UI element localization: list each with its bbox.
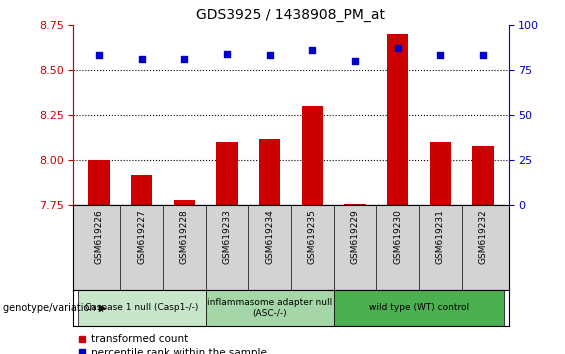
Bar [259, 138, 280, 205]
Bar [88, 160, 110, 205]
Bar [216, 142, 238, 205]
Bar [429, 142, 451, 205]
Text: Caspase 1 null (Casp1-/-): Caspase 1 null (Casp1-/-) [85, 303, 198, 313]
Point [180, 56, 189, 62]
Text: inflammasome adapter null
(ASC-/-): inflammasome adapter null (ASC-/-) [207, 298, 332, 318]
Bar [387, 34, 408, 205]
Text: wild type (WT) control: wild type (WT) control [369, 303, 469, 313]
Point [393, 45, 402, 51]
Legend: transformed count, percentile rank within the sample: transformed count, percentile rank withi… [79, 335, 267, 354]
Text: genotype/variation ▶: genotype/variation ▶ [3, 303, 106, 313]
Text: GSM619235: GSM619235 [308, 210, 317, 264]
Bar [472, 146, 494, 205]
Text: GSM619232: GSM619232 [479, 210, 488, 264]
Bar [206, 290, 333, 326]
Bar [78, 290, 206, 326]
Text: GSM619226: GSM619226 [94, 210, 103, 264]
Bar [302, 106, 323, 205]
Text: GSM619234: GSM619234 [265, 210, 274, 264]
Point [137, 56, 146, 62]
Title: GDS3925 / 1438908_PM_at: GDS3925 / 1438908_PM_at [197, 8, 385, 22]
Bar [131, 175, 153, 205]
Bar [333, 290, 504, 326]
Point [436, 53, 445, 58]
Bar [344, 204, 366, 205]
Point [479, 53, 488, 58]
Text: GSM619233: GSM619233 [223, 210, 232, 264]
Text: GSM619227: GSM619227 [137, 210, 146, 264]
Text: GSM619230: GSM619230 [393, 210, 402, 264]
Text: GSM619231: GSM619231 [436, 210, 445, 264]
Bar [173, 200, 195, 205]
Text: GSM619229: GSM619229 [350, 210, 359, 264]
Point [94, 53, 103, 58]
Point [308, 47, 317, 53]
Point [265, 53, 274, 58]
Point [350, 58, 359, 64]
Text: GSM619228: GSM619228 [180, 210, 189, 264]
Point [223, 51, 232, 57]
